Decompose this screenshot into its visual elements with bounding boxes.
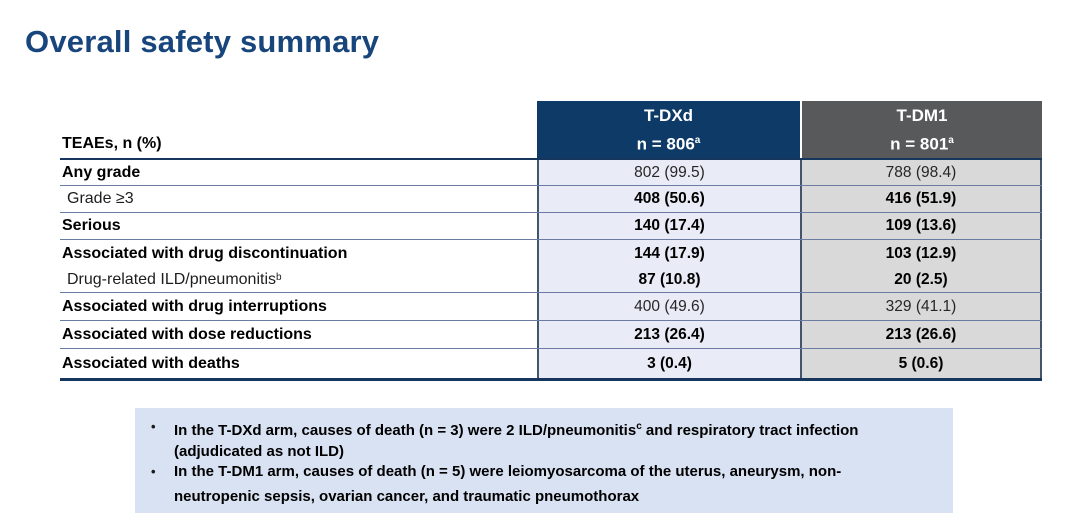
- table-row: Any grade 802 (99.5) 788 (98.4): [60, 160, 1042, 186]
- tdxd-value: 144 (17.9): [537, 240, 800, 267]
- tdxd-value: 802 (99.5): [537, 160, 800, 185]
- note-text: In the T-DXd arm, causes of death (n = 3…: [174, 421, 859, 460]
- table-header-row: TEAEs, n (%) T-DXd n = 806a T-DM1 n = 80…: [60, 101, 1042, 160]
- table-corner-label: TEAEs, n (%): [62, 135, 162, 152]
- table-row: Grade ≥3 408 (50.6) 416 (51.9): [60, 186, 1042, 213]
- footnote-marker-a: a: [694, 134, 701, 146]
- bullet-icon: •: [151, 464, 156, 479]
- table-row: Serious 140 (17.4) 109 (13.6): [60, 213, 1042, 240]
- row-label: Associated with drug interruptions: [62, 297, 327, 315]
- column-n: n = 806a: [636, 134, 701, 154]
- table-row: Associated with drug interruptions 400 (…: [60, 293, 1042, 321]
- row-label: Associated with deaths: [62, 354, 240, 372]
- tdm1-value: 329 (41.1): [800, 293, 1042, 320]
- tdxd-value: 3 (0.4): [537, 349, 800, 378]
- tdxd-value: 400 (49.6): [537, 293, 800, 320]
- safety-summary-table: TEAEs, n (%) T-DXd n = 806a T-DM1 n = 80…: [60, 101, 1042, 381]
- tdm1-value: 20 (2.5): [800, 267, 1042, 292]
- column-header-tdxd: T-DXd n = 806a: [537, 101, 800, 158]
- tdxd-value: 213 (26.4): [537, 321, 800, 348]
- note-bullet-tdxd: • In the T-DXd arm, causes of death (n =…: [151, 417, 935, 462]
- footnote-marker-c: c: [636, 421, 642, 432]
- column-name: T-DXd: [643, 105, 694, 125]
- tdm1-value: 788 (98.4): [800, 160, 1042, 185]
- tdm1-value: 109 (13.6): [800, 213, 1042, 239]
- note-bullet-tdm1: • In the T-DM1 arm, causes of death (n =…: [151, 462, 935, 507]
- table-row: Associated with drug discontinuation 144…: [60, 240, 1042, 267]
- row-label: Any grade: [62, 163, 141, 181]
- note-text: In the T-DM1 arm, causes of death (n = 5…: [174, 463, 842, 505]
- row-label: Associated with drug discontinuation: [62, 244, 348, 262]
- table-row: Associated with dose reductions 213 (26.…: [60, 321, 1042, 349]
- tdm1-value: 416 (51.9): [800, 186, 1042, 212]
- column-name: T-DM1: [896, 105, 948, 125]
- tdxd-value: 140 (17.4): [537, 213, 800, 239]
- row-label: Drug-related ILD/pneumonitis b: [67, 270, 282, 288]
- footnote-marker-a: a: [948, 134, 954, 146]
- bullet-icon: •: [151, 419, 156, 434]
- tdm1-value: 103 (12.9): [800, 240, 1042, 267]
- deaths-notes-box: • In the T-DXd arm, causes of death (n =…: [135, 408, 953, 513]
- footnote-marker-b: b: [276, 271, 282, 283]
- tdm1-value: 5 (0.6): [800, 349, 1042, 378]
- table-subrow: Drug-related ILD/pneumonitis b 87 (10.8) …: [60, 267, 1042, 293]
- tdxd-value: 408 (50.6): [537, 186, 800, 212]
- row-label: Associated with dose reductions: [62, 325, 312, 343]
- page-title: Overall safety summary: [25, 24, 380, 59]
- column-header-tdm1: T-DM1 n = 801a: [800, 101, 1042, 158]
- row-label: Serious: [62, 217, 121, 234]
- table-row: Associated with deaths 3 (0.4) 5 (0.6): [60, 349, 1042, 378]
- column-n: n = 801a: [890, 134, 954, 154]
- tdm1-value: 213 (26.6): [800, 321, 1042, 348]
- tdxd-value: 87 (10.8): [537, 267, 800, 292]
- row-label: Grade ≥3: [67, 190, 134, 207]
